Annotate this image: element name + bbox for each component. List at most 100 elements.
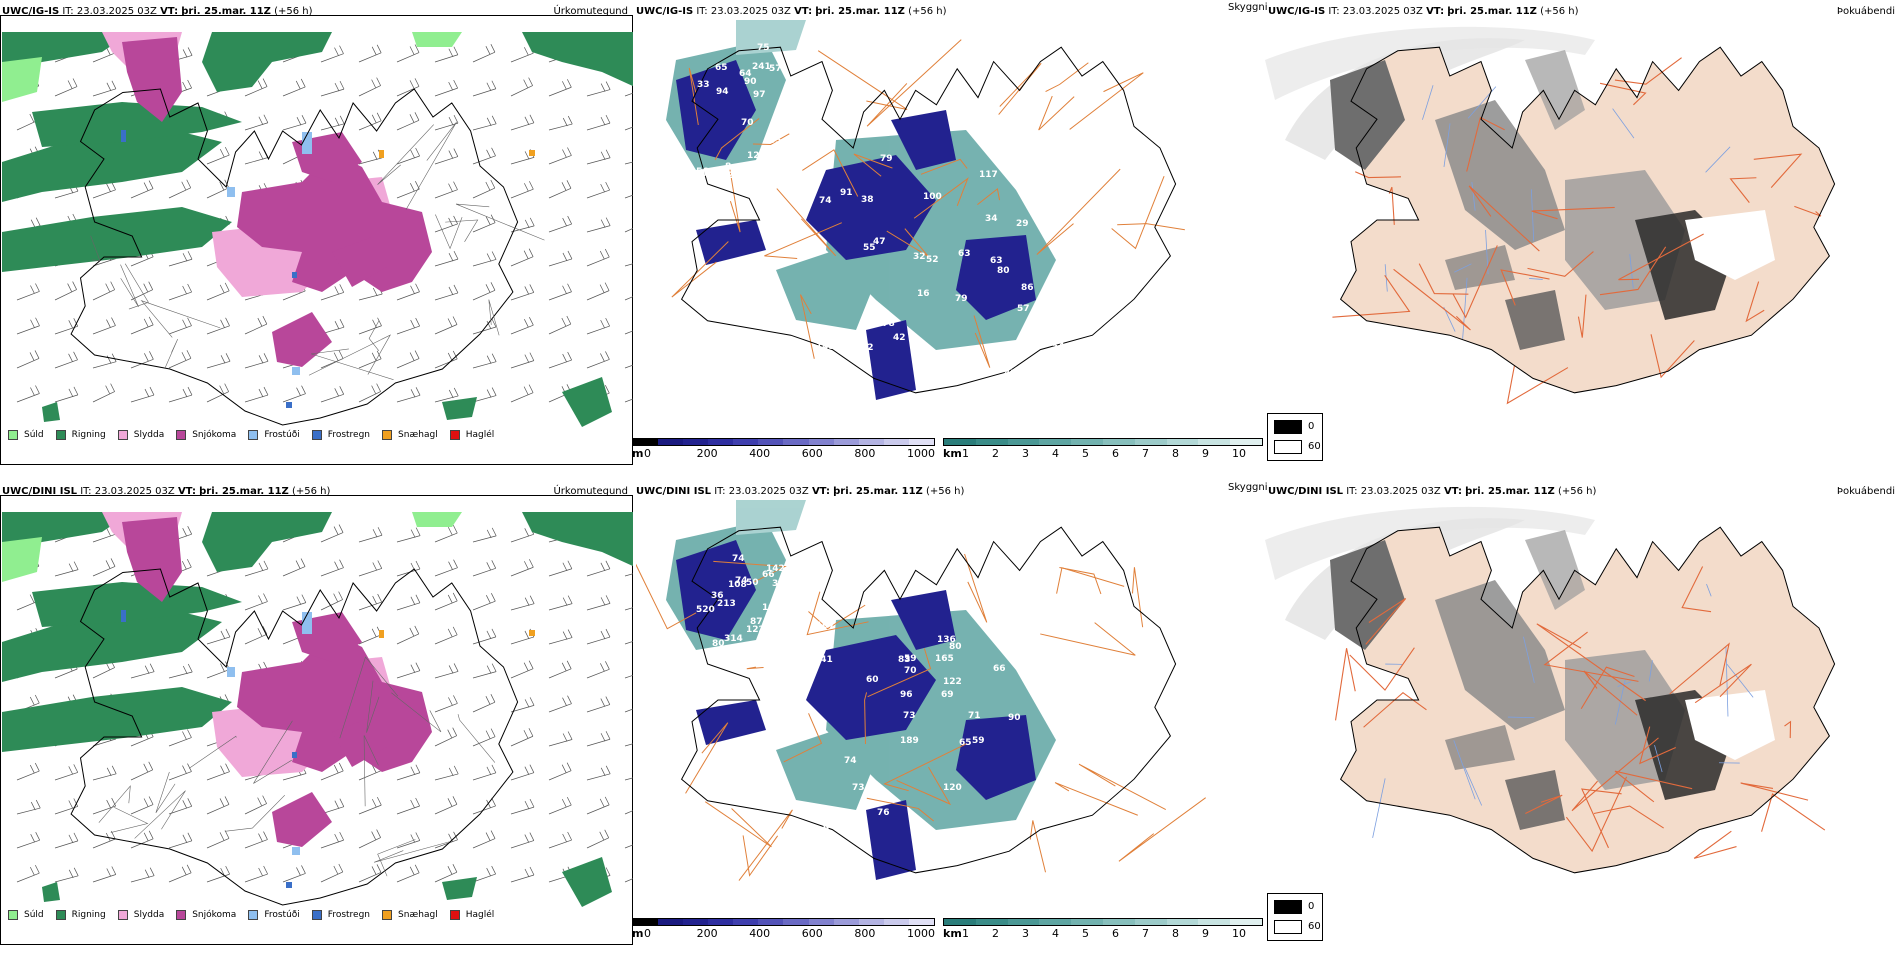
cloud-base-label: 9	[823, 824, 829, 834]
colorbar-tick: 9	[1202, 927, 1209, 940]
colorbar-bin	[944, 439, 976, 445]
freezing-rain-areas	[121, 130, 297, 408]
cloud-base-labels: 175 178 158 241 122 79 56 29 54 12 80 52 55 117 63 8 38 9…	[696, 43, 1065, 379]
colorbar-unit: m	[632, 927, 644, 940]
colorbar-tick: 5	[1082, 447, 1089, 460]
cloud-base-label: 520	[696, 605, 715, 615]
cloud-base-label: 71	[1012, 630, 1025, 640]
colorbar-bin	[758, 439, 784, 445]
legend-label: Snjókoma	[192, 910, 237, 920]
colorbar-bin	[758, 919, 784, 925]
cloud-base-label: 74	[844, 756, 857, 766]
cloud-base-label: 69	[941, 690, 954, 700]
colorbar-tick: 200	[696, 447, 718, 460]
visibility-side-label: Skyggni	[1228, 482, 1268, 493]
legend-label: Slydda	[133, 910, 165, 920]
precip-type-panel	[0, 15, 633, 465]
freezing-drizzle-areas	[227, 612, 312, 855]
valid-time-label: VT:	[160, 6, 179, 17]
cloud-base-label: 97	[753, 90, 766, 100]
lead-time: (+56 h)	[1557, 486, 1597, 497]
cloud-base-label: 71	[968, 711, 981, 721]
cloud-base-label: 79	[880, 154, 893, 164]
cloud-base-label: 56	[696, 167, 709, 177]
panel-title: Úrkomutegund	[553, 6, 628, 17]
colorbar-bin	[858, 439, 884, 445]
legend-swatch	[117, 910, 128, 920]
cloud-base-visibility-map: 175 178 158 241 122 79 56 29 54 12 80 52 55 117 63 8 38 9…	[666, 20, 1185, 400]
colorbar-bin	[1007, 439, 1040, 445]
cloud-base-label: 142	[766, 564, 785, 574]
colorbar-tick: 1	[962, 447, 969, 460]
precip-type-legend: Súld Rigning Slydda Snjókoma Frostúði Frostre…	[8, 910, 506, 920]
fog-index-map	[1265, 26, 1836, 405]
cloud-base-label: 74	[735, 576, 748, 586]
valid-time: þri. 25.mar. 11Z	[1465, 486, 1555, 497]
legend-item: Súld	[8, 910, 44, 920]
cloud-base-label: 90	[744, 77, 757, 87]
colorbar-tick: 7	[1142, 447, 1149, 460]
colorbar-tick: 2	[992, 447, 999, 460]
cloud-base-label: 122	[1029, 153, 1048, 163]
cloud-base-label: 79	[955, 294, 968, 304]
cloud-base-label: 46	[928, 849, 941, 859]
cloud-base-label: 32	[913, 252, 926, 262]
cloud-base-label: 85	[832, 839, 845, 849]
legend-swatch	[55, 430, 66, 440]
fog-legend-swatch	[1274, 440, 1302, 454]
cloud-base-label: 29	[1016, 219, 1029, 229]
cloud-base-label: 125	[811, 135, 830, 145]
legend-item: Frostregn	[311, 910, 370, 920]
cloud-base-label: 95	[947, 363, 960, 373]
legend-swatch	[382, 430, 393, 440]
coastline	[680, 526, 1177, 874]
legend-item: Haglél	[449, 910, 494, 920]
cloud-base-label: 87	[750, 617, 763, 627]
model-name: UWC/IG-IS	[1268, 6, 1326, 17]
valid-time: þri. 25.mar. 11Z	[199, 486, 289, 497]
colorbar-bin	[633, 439, 659, 445]
road-network	[636, 553, 1206, 881]
cloud-base-label: 54	[1009, 355, 1022, 365]
colorbar-tick: 0	[644, 927, 651, 940]
legend-swatch	[248, 910, 259, 920]
colorbar-tick: 6	[1112, 927, 1119, 940]
cloud-base-label: 65	[959, 738, 972, 748]
legend-item: Frostúði	[248, 430, 300, 440]
visibility-side-label: Skyggni	[1228, 2, 1268, 13]
cloud-base-label: 66	[762, 570, 775, 580]
cloud-base-label: 74	[732, 554, 745, 564]
valid-time-label: VT:	[1443, 486, 1462, 497]
fog-legend-label: 60	[1308, 921, 1321, 932]
colorbar-bin	[733, 439, 759, 445]
coastline	[1339, 46, 1836, 394]
valid-time-label: VT:	[177, 486, 196, 497]
init-time-label: IT:	[1346, 486, 1358, 497]
legend-item: Snjókoma	[176, 430, 236, 440]
colorbar-bin	[783, 439, 809, 445]
cloud-base-label: 12	[747, 151, 760, 161]
road-network	[90, 121, 545, 380]
colorbar-bin	[883, 439, 909, 445]
drizzle-areas	[2, 512, 462, 582]
coastline	[70, 88, 519, 426]
forecast-row-1: UWC/IG-IS IT: 23.03.2025 03Z VT: þri. 25…	[0, 0, 1900, 475]
visibility-colorbar	[943, 918, 1263, 926]
colorbar-tick: 0	[644, 447, 651, 460]
legend-item: Rigning	[55, 430, 106, 440]
cloud-base-label: 172	[1042, 765, 1061, 775]
init-time: 23.03.2025 03Z	[76, 6, 157, 17]
init-time-label: IT:	[714, 486, 726, 497]
legend-swatch	[55, 910, 66, 920]
panel-title: Þokuábendi	[1836, 6, 1895, 17]
cloud-base-label: 80	[949, 642, 962, 652]
fog-legend-label: 60	[1308, 441, 1321, 452]
snow-pellet-areas	[379, 630, 535, 638]
cloud-base-label: 147	[782, 574, 801, 584]
cloud-base-label: 16	[917, 289, 930, 299]
cloud-base-label: 107	[762, 603, 781, 613]
model-name: UWC/DINI ISL	[636, 486, 712, 497]
cloud-base-label: 122	[943, 677, 962, 687]
cloud-base-label: 34	[985, 214, 998, 224]
colorbar-tick: 4	[1052, 927, 1059, 940]
